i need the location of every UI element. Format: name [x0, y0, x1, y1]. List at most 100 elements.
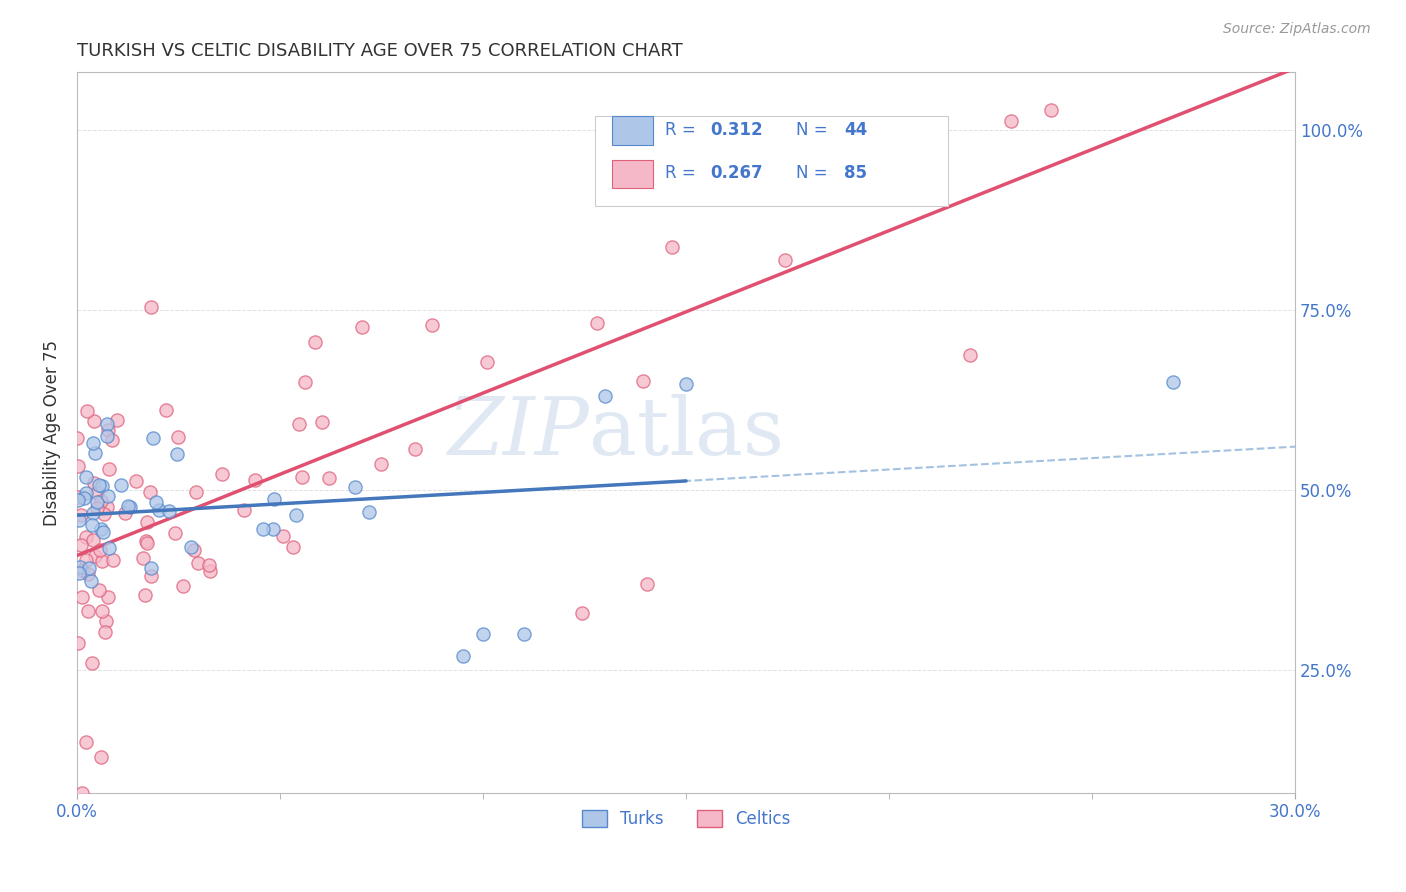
Point	[101, 553, 124, 567]
Point	[141, 561, 163, 575]
Point	[751, 149, 773, 163]
Point	[90, 522, 112, 536]
Point	[311, 415, 333, 429]
Point	[96, 429, 118, 443]
Text: ZIP: ZIP	[447, 393, 589, 471]
Point	[294, 375, 316, 389]
FancyBboxPatch shape	[595, 116, 948, 206]
Point	[70, 590, 93, 604]
Point	[370, 458, 392, 472]
Point	[636, 576, 658, 591]
Point	[97, 590, 120, 604]
Point	[187, 557, 209, 571]
Point	[512, 627, 534, 641]
Point	[86, 485, 108, 500]
Point	[82, 506, 104, 520]
Point	[80, 518, 103, 533]
Point	[76, 553, 98, 567]
Text: N =: N =	[796, 121, 832, 139]
Point	[172, 579, 194, 593]
Point	[451, 648, 474, 663]
Point	[157, 504, 180, 518]
Point	[775, 252, 797, 267]
Point	[475, 355, 498, 369]
Point	[90, 749, 112, 764]
Point	[67, 459, 90, 474]
Point	[252, 522, 274, 536]
Point	[91, 479, 114, 493]
Point	[136, 535, 159, 549]
Point	[97, 462, 120, 476]
Point	[291, 470, 314, 484]
Point	[139, 569, 162, 583]
Point	[350, 320, 373, 334]
Point	[288, 417, 311, 431]
Text: R =: R =	[665, 121, 702, 139]
Point	[84, 549, 107, 564]
Point	[142, 431, 165, 445]
Point	[243, 473, 266, 487]
Point	[90, 603, 112, 617]
Point	[83, 475, 105, 490]
Point	[75, 735, 97, 749]
Point	[79, 561, 101, 575]
Point	[1161, 375, 1184, 389]
Point	[197, 558, 219, 572]
Point	[73, 491, 96, 505]
Point	[83, 446, 105, 460]
Point	[67, 513, 90, 527]
Point	[72, 564, 94, 578]
Point	[139, 485, 162, 500]
Point	[148, 503, 170, 517]
Point	[91, 525, 114, 540]
Point	[66, 431, 89, 445]
Point	[86, 495, 108, 509]
Point	[571, 606, 593, 620]
Text: 85: 85	[845, 164, 868, 182]
Point	[70, 508, 93, 523]
Point	[472, 627, 495, 641]
Point	[132, 551, 155, 566]
Point	[343, 480, 366, 494]
Point	[155, 403, 177, 417]
Point	[75, 530, 97, 544]
FancyBboxPatch shape	[612, 116, 654, 145]
Point	[90, 494, 112, 508]
Point	[69, 560, 91, 574]
Point	[675, 376, 697, 391]
Point	[135, 534, 157, 549]
Point	[633, 374, 655, 388]
Point	[97, 423, 120, 437]
Text: TURKISH VS CELTIC DISABILITY AGE OVER 75 CORRELATION CHART: TURKISH VS CELTIC DISABILITY AGE OVER 75…	[77, 42, 683, 60]
Point	[918, 164, 941, 178]
Point	[94, 624, 117, 639]
Point	[114, 507, 136, 521]
Point	[89, 478, 111, 492]
Point	[232, 503, 254, 517]
Point	[661, 239, 683, 253]
Point	[110, 478, 132, 492]
Point	[96, 500, 118, 515]
Text: N =: N =	[796, 164, 832, 182]
Point	[70, 786, 93, 800]
Point	[77, 566, 100, 581]
Point	[82, 435, 104, 450]
Point	[105, 413, 128, 427]
Point	[166, 447, 188, 461]
Point	[76, 604, 98, 618]
Point	[75, 470, 97, 484]
Point	[304, 334, 326, 349]
FancyBboxPatch shape	[612, 160, 654, 188]
Point	[262, 522, 284, 536]
Point	[585, 316, 607, 330]
Point	[82, 656, 104, 670]
Point	[97, 541, 120, 555]
Point	[273, 529, 295, 543]
Point	[76, 404, 98, 418]
Point	[66, 635, 89, 649]
Point	[67, 566, 90, 580]
Point	[163, 526, 186, 541]
Point	[318, 471, 340, 485]
Point	[120, 500, 142, 514]
Point	[96, 614, 118, 628]
